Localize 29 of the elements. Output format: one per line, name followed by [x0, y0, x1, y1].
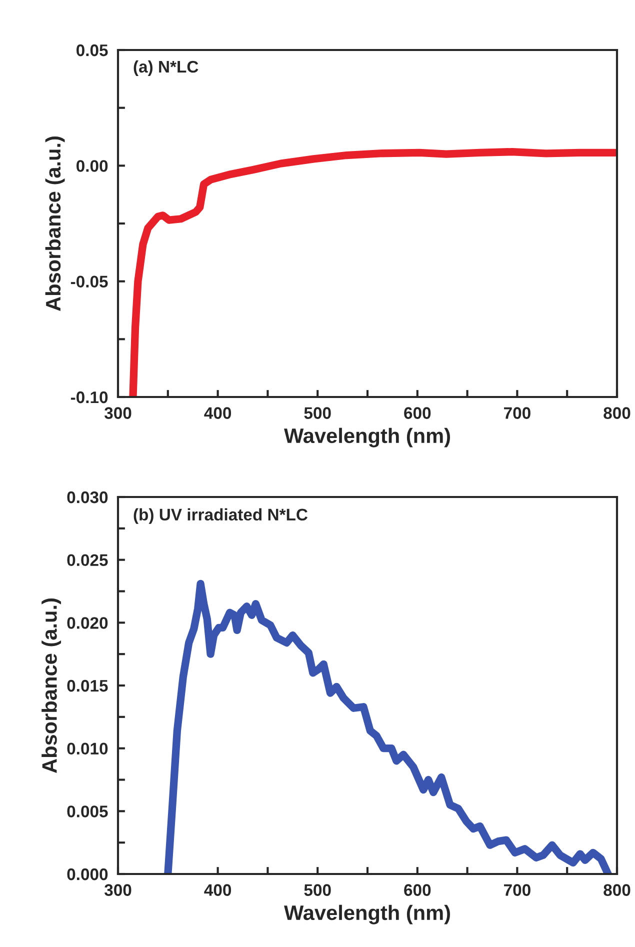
y-axis-title: Absorbance (a.u.)	[42, 598, 62, 773]
y-tick-label: -0.10	[70, 391, 108, 404]
y-tick-label: 0.005	[67, 806, 108, 818]
y-tick-label: 0.030	[67, 491, 108, 504]
y-axis-title: Absorbance (a.u.)	[45, 136, 65, 311]
x-tick-label: 800	[604, 884, 630, 896]
y-tick-label: -0.05	[70, 276, 108, 288]
annotation: (b) UV irradiated N*LC	[134, 508, 308, 524]
y-tick-label: 0.015	[67, 680, 108, 692]
x-tick-label: 400	[204, 407, 232, 419]
y-tick-label: 0.00	[76, 160, 108, 172]
y-tick-label: 0.010	[67, 742, 108, 755]
y-tick-label: 0.000	[67, 868, 108, 880]
x-tick-label: 300	[104, 407, 132, 419]
x-tick-label: 500	[304, 884, 331, 896]
x-tick-label: 400	[204, 884, 232, 896]
x-tick-label: 700	[504, 884, 530, 896]
x-tick-label: 600	[404, 407, 431, 419]
y-tick-label: 0.025	[67, 554, 108, 566]
x-axis-title: Wavelength (nm)	[284, 428, 450, 448]
x-axis-title: Wavelength (nm)	[284, 904, 450, 924]
x-tick-label: 800	[604, 407, 630, 419]
y-tick-label: 0.05	[76, 44, 108, 56]
x-tick-label: 700	[504, 407, 530, 419]
x-tick-label: 600	[404, 884, 431, 896]
x-tick-label: 300	[104, 884, 132, 896]
annotation: (a) N*LC	[134, 60, 198, 76]
y-tick-label: 0.020	[67, 617, 108, 629]
x-tick-label: 500	[304, 407, 331, 419]
